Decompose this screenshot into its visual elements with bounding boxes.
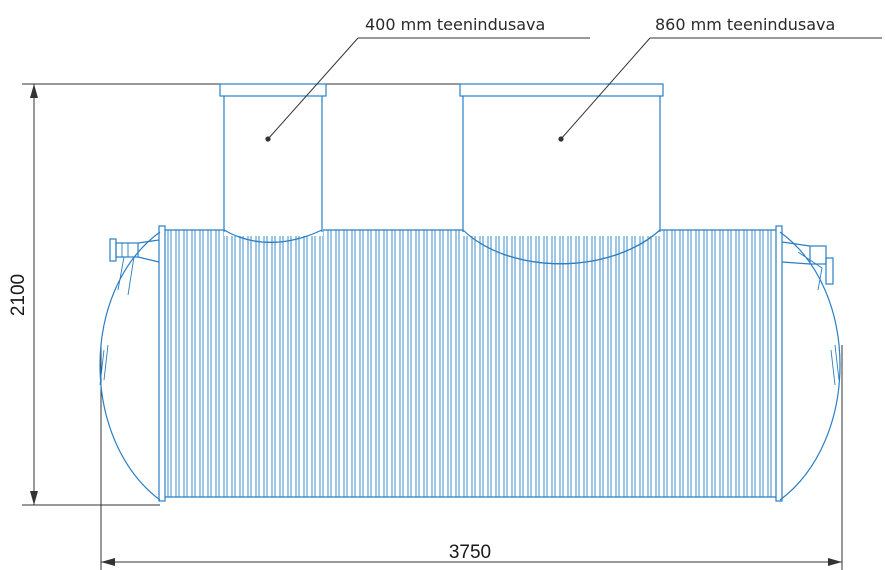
callout-large-manhole: 860 mm teenindusava bbox=[558, 15, 882, 142]
right-end-cap bbox=[779, 231, 841, 501]
small-manhole bbox=[219, 83, 327, 243]
height-arrow-bottom bbox=[30, 491, 38, 505]
large-manhole-collar bbox=[459, 83, 664, 97]
left-end-cap bbox=[99, 231, 161, 501]
left-flange bbox=[158, 225, 166, 502]
width-dimension: 3750 bbox=[100, 345, 843, 570]
right-flange bbox=[775, 225, 783, 502]
outlet-pipe bbox=[781, 241, 834, 291]
height-label: 2100 bbox=[8, 274, 29, 316]
tank-body bbox=[99, 225, 841, 502]
callout-small-manhole: 400 mm teenindusava bbox=[265, 15, 590, 142]
large-manhole bbox=[459, 83, 664, 265]
width-arrow-left bbox=[101, 558, 115, 566]
callout-dot bbox=[558, 136, 564, 142]
callout-label-860: 860 mm teenindusava bbox=[655, 15, 835, 34]
small-manhole-collar bbox=[219, 83, 327, 97]
callout-dot bbox=[265, 136, 271, 142]
width-arrow-right bbox=[828, 558, 842, 566]
tank-ribs bbox=[167, 230, 772, 497]
height-arrow-top bbox=[30, 84, 38, 98]
left-cap-mark bbox=[99, 344, 109, 386]
right-cap-mark bbox=[830, 344, 840, 386]
inlet-pipe bbox=[109, 238, 160, 296]
callout-label-400: 400 mm teenindusava bbox=[365, 15, 545, 34]
width-label: 3750 bbox=[449, 542, 491, 563]
